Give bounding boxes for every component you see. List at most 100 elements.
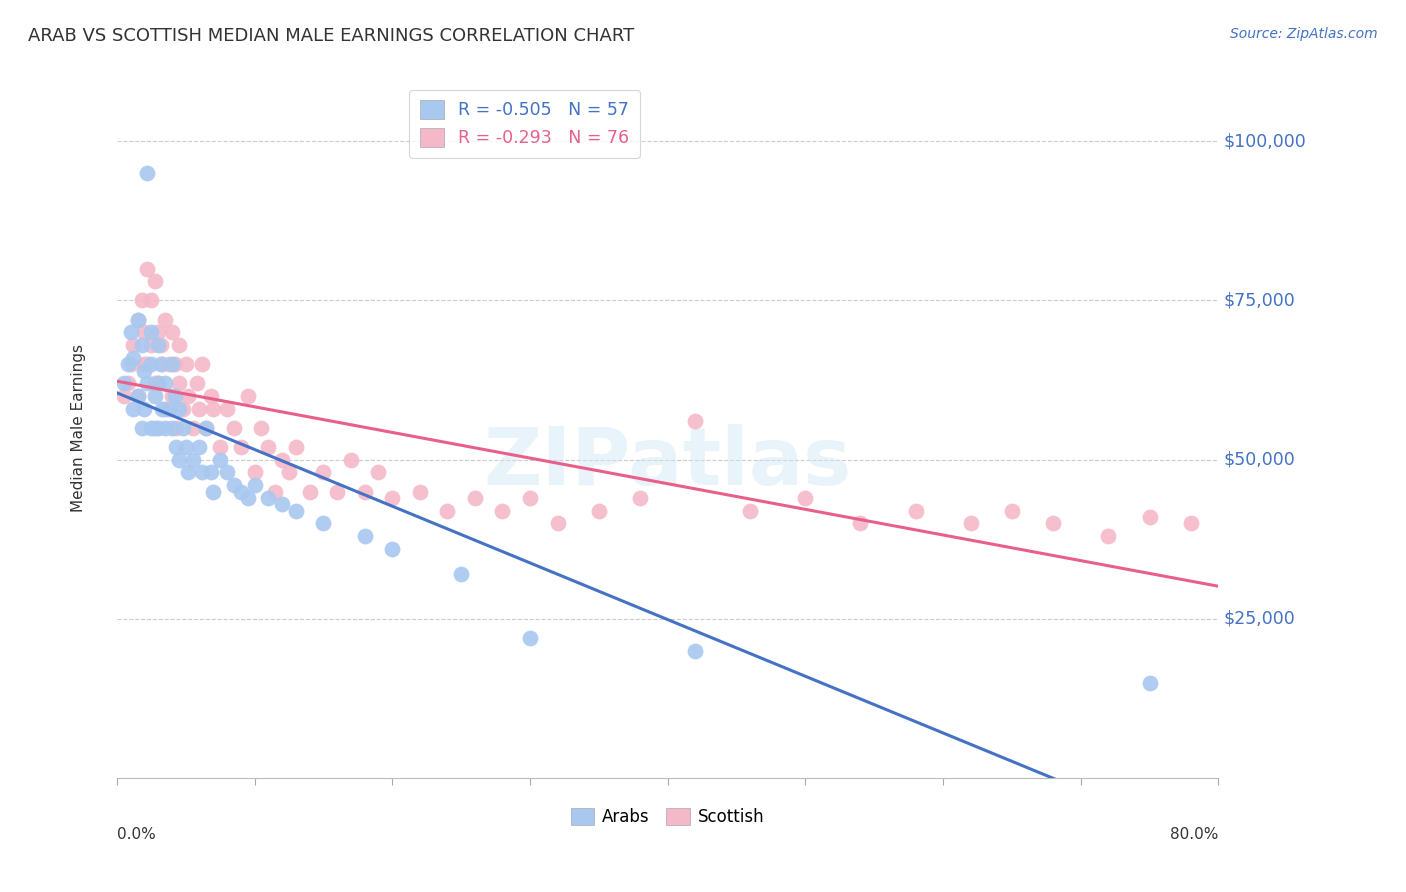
Point — [450, 567, 472, 582]
Point — [153, 376, 176, 391]
Point — [150, 357, 173, 371]
Point — [312, 516, 335, 531]
Point — [174, 440, 197, 454]
Point — [326, 484, 349, 499]
Point — [959, 516, 981, 531]
Point — [222, 478, 245, 492]
Point — [264, 484, 287, 499]
Point — [588, 503, 610, 517]
Point — [157, 401, 180, 416]
Point — [195, 421, 218, 435]
Legend: Arabs, Scottish: Arabs, Scottish — [564, 802, 772, 833]
Point — [202, 401, 225, 416]
Text: $50,000: $50,000 — [1225, 450, 1296, 468]
Point — [127, 389, 149, 403]
Point — [153, 312, 176, 326]
Point — [181, 421, 204, 435]
Point — [141, 338, 163, 352]
Point — [1180, 516, 1202, 531]
Point — [167, 452, 190, 467]
Point — [122, 401, 145, 416]
Point — [243, 478, 266, 492]
Point — [200, 466, 222, 480]
Point — [236, 491, 259, 505]
Point — [167, 401, 190, 416]
Point — [250, 421, 273, 435]
Point — [209, 452, 232, 467]
Point — [188, 440, 211, 454]
Point — [141, 357, 163, 371]
Point — [284, 440, 307, 454]
Point — [148, 338, 170, 352]
Point — [136, 261, 159, 276]
Point — [157, 357, 180, 371]
Text: $75,000: $75,000 — [1225, 292, 1296, 310]
Point — [160, 421, 183, 435]
Point — [683, 644, 706, 658]
Point — [127, 389, 149, 403]
Point — [381, 541, 404, 556]
Point — [683, 414, 706, 428]
Point — [153, 421, 176, 435]
Point — [148, 326, 170, 340]
Point — [229, 440, 252, 454]
Point — [271, 452, 294, 467]
Point — [131, 338, 153, 352]
Text: 0.0%: 0.0% — [117, 827, 156, 842]
Point — [160, 326, 183, 340]
Point — [120, 357, 142, 371]
Point — [209, 440, 232, 454]
Point — [409, 484, 432, 499]
Text: ARAB VS SCOTTISH MEDIAN MALE EARNINGS CORRELATION CHART: ARAB VS SCOTTISH MEDIAN MALE EARNINGS CO… — [28, 27, 634, 45]
Point — [136, 166, 159, 180]
Point — [148, 376, 170, 391]
Text: $100,000: $100,000 — [1225, 132, 1306, 150]
Point — [353, 484, 375, 499]
Point — [353, 529, 375, 543]
Point — [195, 421, 218, 435]
Point — [628, 491, 651, 505]
Point — [177, 466, 200, 480]
Point — [367, 466, 389, 480]
Point — [236, 389, 259, 403]
Point — [141, 421, 163, 435]
Point — [278, 466, 301, 480]
Point — [464, 491, 486, 505]
Point — [215, 466, 238, 480]
Point — [904, 503, 927, 517]
Text: ZIPatlas: ZIPatlas — [484, 424, 852, 502]
Point — [167, 338, 190, 352]
Text: 80.0%: 80.0% — [1170, 827, 1219, 842]
Point — [174, 357, 197, 371]
Point — [112, 389, 135, 403]
Point — [136, 357, 159, 371]
Point — [148, 421, 170, 435]
Point — [122, 351, 145, 365]
Point — [163, 389, 186, 403]
Point — [145, 421, 167, 435]
Point — [200, 389, 222, 403]
Point — [127, 312, 149, 326]
Point — [1139, 510, 1161, 524]
Point — [145, 389, 167, 403]
Point — [284, 503, 307, 517]
Point — [160, 389, 183, 403]
Point — [271, 497, 294, 511]
Point — [163, 357, 186, 371]
Point — [153, 401, 176, 416]
Point — [519, 631, 541, 645]
Point — [215, 401, 238, 416]
Point — [120, 326, 142, 340]
Point — [150, 401, 173, 416]
Point — [229, 484, 252, 499]
Point — [519, 491, 541, 505]
Point — [191, 466, 214, 480]
Point — [191, 357, 214, 371]
Point — [134, 401, 156, 416]
Point — [141, 293, 163, 308]
Point — [160, 357, 183, 371]
Point — [202, 484, 225, 499]
Point — [134, 357, 156, 371]
Point — [117, 376, 139, 391]
Point — [794, 491, 817, 505]
